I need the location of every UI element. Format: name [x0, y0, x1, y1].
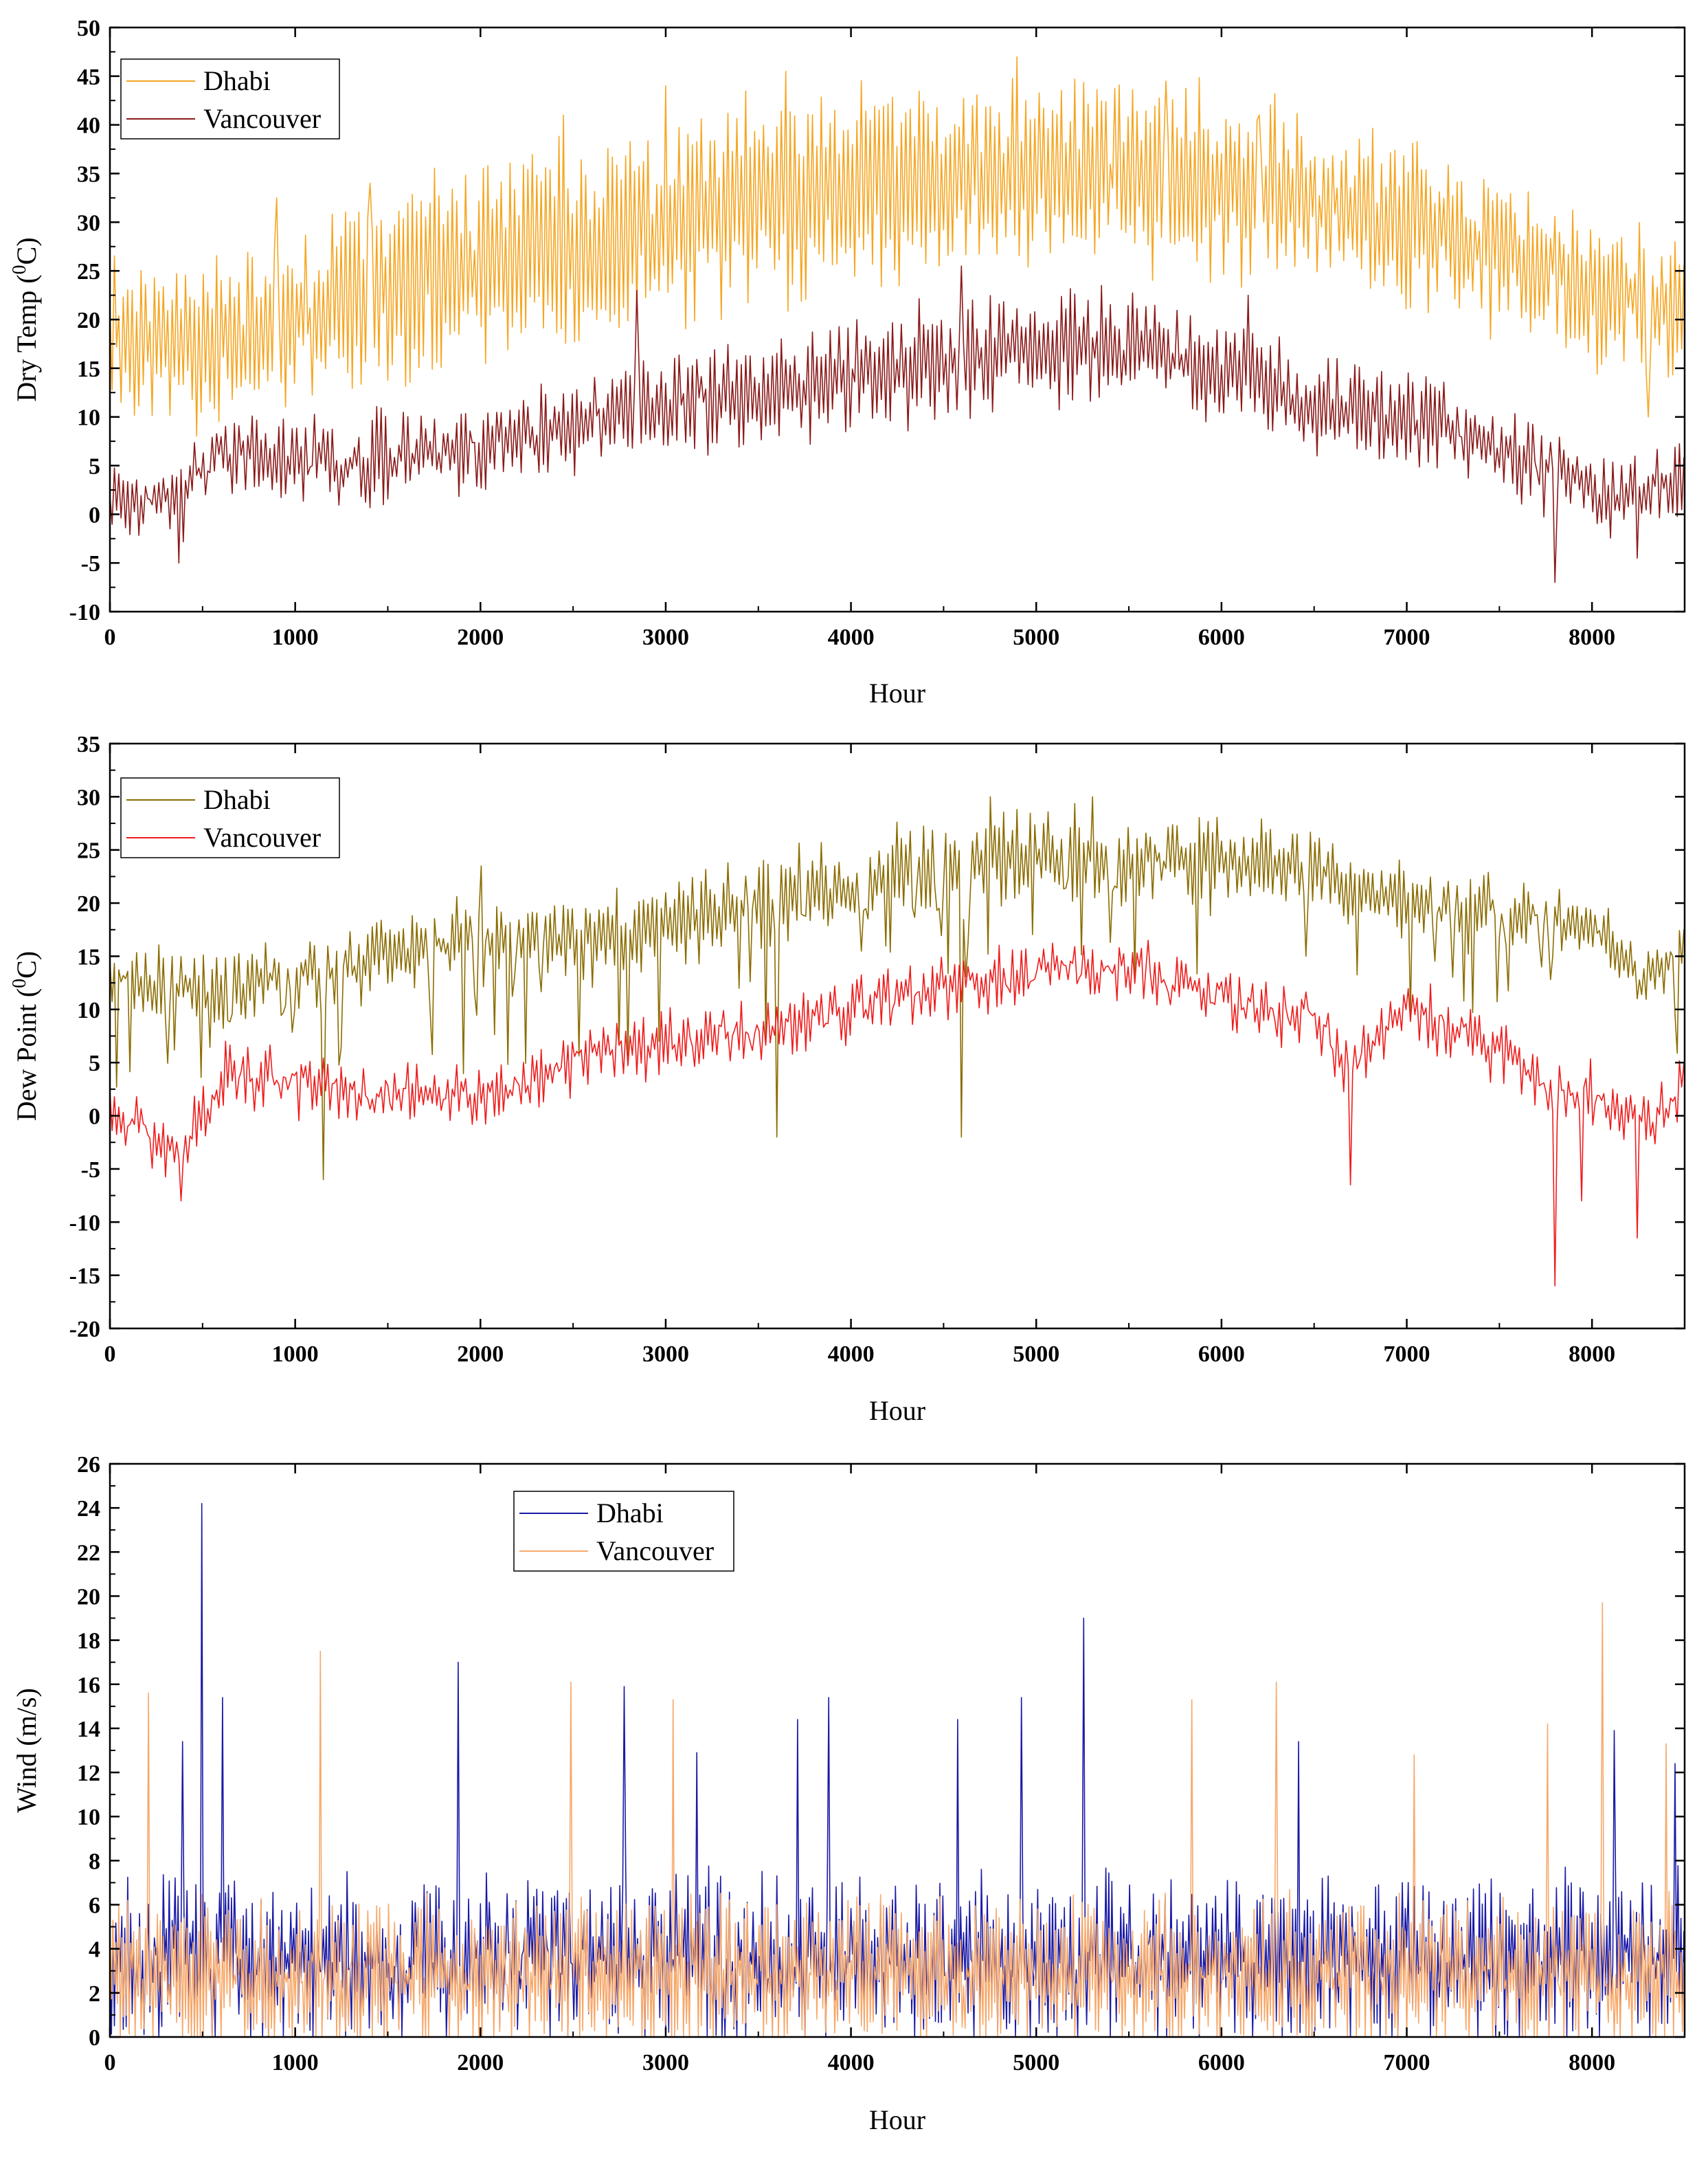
y-tick-label: 0	[89, 502, 100, 528]
y-tick-label: -20	[69, 1317, 100, 1342]
x-axis-title: Hour	[869, 2104, 925, 2135]
y-tick-label: 35	[77, 162, 100, 188]
legend-label-vancouver: Vancouver	[203, 822, 321, 853]
series-line-dhabi	[110, 56, 1685, 437]
y-tick-label: 12	[77, 1761, 100, 1786]
plot-frame	[109, 26, 1686, 613]
x-tick-label: 7000	[1384, 1341, 1430, 1367]
y-tick-label: 50	[77, 16, 100, 41]
y-tick-label: 10	[77, 1805, 100, 1830]
x-tick-label: 3000	[642, 2050, 689, 2075]
legend: Dhabi Vancouver	[120, 777, 340, 858]
x-tick-label: 8000	[1569, 625, 1615, 650]
y-tick-label: 16	[77, 1673, 100, 1698]
x-tick-label: 6000	[1198, 1341, 1245, 1367]
y-tick-label: -10	[69, 1210, 100, 1236]
y-tick-label: 6	[89, 1893, 100, 1919]
y-tick-label: -15	[69, 1264, 100, 1289]
y-tick-label: 15	[77, 944, 100, 970]
x-tick-label: 8000	[1569, 2050, 1615, 2075]
y-tick-label: 8	[89, 1849, 100, 1874]
x-tick-label: 5000	[1013, 2050, 1059, 2075]
wind-chart: 0 1000 2000 3000 4000 5000 6000 7000 80000246810…	[11, 1452, 1686, 2135]
x-tick-label: 1000	[272, 1341, 319, 1367]
y-tick-label: 35	[77, 732, 100, 757]
legend-label-dhabi: Dhabi	[596, 1497, 664, 1528]
y-tick-label: 5	[89, 454, 100, 480]
x-tick-label: 4000	[828, 625, 875, 650]
legend-label-vancouver: Vancouver	[203, 103, 321, 134]
y-tick-label: 45	[77, 65, 100, 90]
y-tick-label: -5	[81, 1157, 100, 1183]
legend-label-vancouver: Vancouver	[596, 1535, 714, 1566]
y-tick-label: 15	[77, 357, 100, 382]
x-tick-label: 5000	[1013, 625, 1059, 650]
series-line-vancouver	[110, 939, 1685, 1287]
y-tick-label: 0	[89, 2025, 100, 2051]
x-tick-label: 8000	[1569, 1341, 1615, 1367]
x-tick-label: 1000	[272, 2050, 319, 2075]
plot-area	[110, 796, 1685, 1287]
y-tick-label: 26	[77, 1452, 100, 1478]
x-tick-label: 7000	[1384, 625, 1430, 650]
y-axis-title: Wind (m/s)	[11, 1688, 42, 1813]
dry-temp-chart: 0 1000 2000 3000 4000 5000 6000 7000 8000 -10 -5 0 5…	[9, 16, 1686, 709]
legend-box	[513, 1491, 734, 1572]
x-tick-label: 3000	[642, 1341, 689, 1367]
series-line-vancouver	[110, 265, 1685, 583]
y-tick-label: 25	[77, 259, 100, 285]
y-tick-label: 20	[77, 308, 100, 333]
y-tick-label: 24	[77, 1496, 100, 1522]
y-tick-label: 22	[77, 1540, 100, 1566]
legend-box	[120, 58, 340, 140]
x-tick-label: 1000	[272, 625, 319, 650]
y-tick-label: 10	[77, 998, 100, 1023]
x-tick-label: 4000	[828, 2050, 875, 2075]
y-tick-label: 40	[77, 113, 100, 139]
x-tick-label: 5000	[1013, 1341, 1059, 1367]
x-tick-label: 4000	[828, 1341, 875, 1367]
y-tick-label: 4	[89, 1937, 100, 1963]
y-tick-label: -10	[69, 600, 100, 625]
y-tick-label: 30	[77, 210, 100, 236]
y-tick-label: 18	[77, 1629, 100, 1654]
x-tick-label: 7000	[1384, 2050, 1430, 2075]
x-tick-label: 0	[104, 625, 116, 650]
y-tick-label: 30	[77, 785, 100, 810]
x-axis-title: Hour	[869, 1395, 925, 1426]
x-tick-label: 0	[104, 2050, 116, 2075]
y-axis-title: Dry Temp (0C)	[9, 237, 43, 401]
legend-label-dhabi: Dhabi	[203, 784, 271, 815]
legend-label-dhabi: Dhabi	[203, 65, 271, 96]
legend-box	[120, 777, 340, 858]
y-tick-label: 25	[77, 838, 100, 864]
y-tick-label: 20	[77, 1584, 100, 1610]
y-axis-title: Dew Point (0C)	[9, 951, 43, 1121]
x-tick-label: 6000	[1198, 625, 1245, 650]
plot-area	[110, 56, 1685, 583]
y-tick-label: 5	[89, 1051, 100, 1076]
y-tick-label: -5	[81, 551, 100, 577]
series-line-dhabi	[110, 796, 1685, 1181]
y-tick-label: 0	[89, 1104, 100, 1130]
x-tick-label: 2000	[457, 2050, 504, 2075]
legend: Dhabi Vancouver	[120, 58, 340, 140]
x-tick-label: 3000	[642, 625, 689, 650]
y-tick-label: 2	[89, 1981, 100, 2007]
y-tick-label: 10	[77, 405, 100, 431]
x-tick-label: 6000	[1198, 2050, 1245, 2075]
plot-area	[110, 1502, 1685, 2037]
dew-point-chart: 0 1000 2000 3000 4000 5000 6000 7000 8000 -20 -15 -…	[9, 732, 1686, 1426]
x-tick-label: 2000	[457, 1341, 504, 1367]
y-tick-label: 20	[77, 891, 100, 917]
x-axis-title: Hour	[869, 678, 925, 709]
y-tick-label: 14	[77, 1717, 100, 1742]
legend: Dhabi Vancouver	[513, 1491, 734, 1572]
x-tick-label: 0	[104, 1341, 116, 1367]
x-tick-label: 2000	[457, 625, 504, 650]
